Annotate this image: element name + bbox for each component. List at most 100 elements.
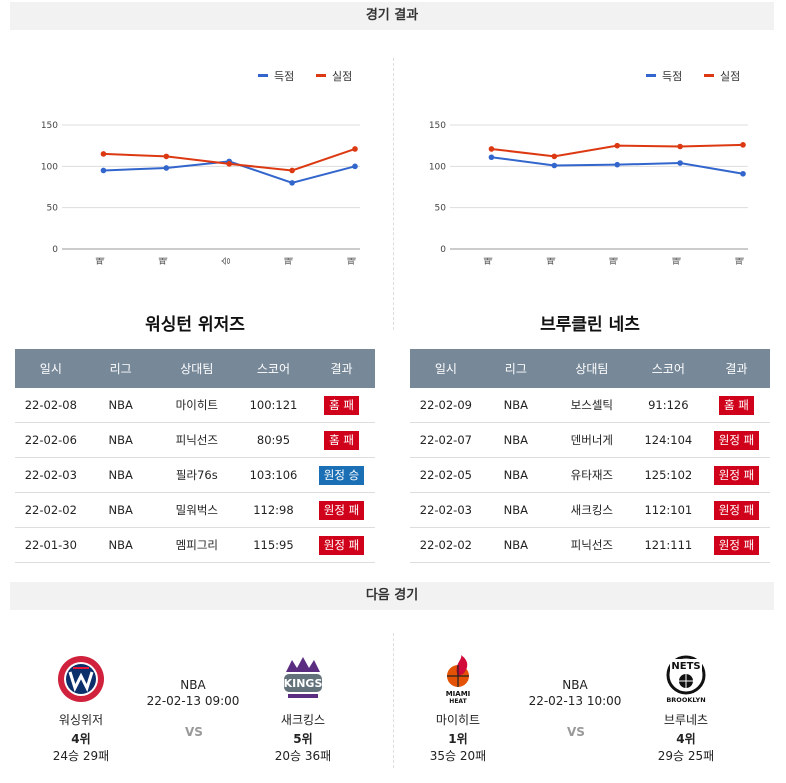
table-row[interactable]: 22-02-03 NBA 필라76s 103:106 원정 승 <box>15 457 375 493</box>
cell-opponent: 멤피그리 <box>154 527 239 563</box>
data-point <box>352 146 358 152</box>
x-tick-label: 패 <box>158 257 169 265</box>
data-point <box>226 161 233 167</box>
col-result: 결과 <box>308 349 375 388</box>
table-row[interactable]: 22-02-03 NBA 새크킹스 112:101 원정 패 <box>410 492 770 528</box>
right-team-score-chart: 득점 실점 150 100 50 0 패 패 패 패 패 <box>429 70 748 265</box>
table-row[interactable]: 22-02-05 NBA 유타재즈 125:102 원정 패 <box>410 457 770 493</box>
legend-swatch <box>316 74 326 77</box>
y-tick-label: 100 <box>429 162 446 172</box>
cell-league: NBA <box>86 388 155 423</box>
result-badge: 원정 패 <box>318 500 365 520</box>
cell-score: 112:101 <box>633 492 703 528</box>
away-team-record: 20승 36패 <box>274 749 332 763</box>
away-team-record: 29승 25패 <box>657 749 715 763</box>
data-point <box>677 160 683 166</box>
home-team-record: 24승 29패 <box>52 749 110 763</box>
table-header-row: 일시 리그 상대팀 스코어 결과 <box>15 349 375 388</box>
cell-league: NBA <box>481 422 550 458</box>
x-tick-label: 패 <box>735 257 746 265</box>
col-opponent: 상대팀 <box>154 349 239 388</box>
y-tick-label: 150 <box>41 121 58 131</box>
data-point <box>352 163 358 170</box>
table-row[interactable]: 22-02-08 NBA 마이히트 100:121 홈 패 <box>15 388 375 423</box>
cell-date: 22-02-06 <box>15 422 87 458</box>
cell-result: 홈 패 <box>308 388 375 423</box>
col-result: 결과 <box>702 349 770 388</box>
data-point <box>740 170 746 177</box>
legend-label: 득점 <box>274 70 294 83</box>
y-tick-label: 150 <box>429 121 446 131</box>
cell-score: 115:95 <box>238 527 309 563</box>
x-tick-label: 패 <box>347 257 358 265</box>
data-point <box>289 180 295 186</box>
next-game-2-away-team[interactable]: NETS BROOKLYN 브루네츠 4위 29승 25패 <box>638 654 734 764</box>
cell-opponent: 필라76s <box>154 457 239 493</box>
left-team-results-table: 일시 리그 상대팀 스코어 결과 22-02-08 NBA 마이히트 100:121 홈… <box>15 349 375 563</box>
home-team-record: 35승 20패 <box>429 749 487 763</box>
next-game-2-home-team[interactable]: MIAMI HEAT 마이히트 1위 35승 20패 <box>410 654 506 764</box>
x-tick-label: 패 <box>483 257 494 265</box>
cell-result: 원정 패 <box>702 457 770 493</box>
cell-opponent: 피닉선즈 <box>154 422 239 458</box>
cell-league: NBA <box>86 492 155 528</box>
data-point <box>614 161 621 168</box>
next-game-datetime: 22-02-13 10:00 <box>528 694 622 708</box>
result-badge: 홈 패 <box>324 395 359 415</box>
table-row[interactable]: 22-02-02 NBA 피닉선즈 121:111 원정 패 <box>410 527 770 563</box>
cell-date: 22-02-02 <box>410 527 482 563</box>
home-team-name: 마이히트 <box>435 713 481 727</box>
next-game-1-home-team[interactable]: 워싱위저 4위 24승 29패 <box>33 654 129 764</box>
x-tick-label: 패 <box>672 257 683 265</box>
y-tick-label: 50 <box>47 204 59 214</box>
x-tick-label: 패 <box>284 257 295 265</box>
table-row[interactable]: 22-02-06 NBA 피닉선즈 80:95 홈 패 <box>15 422 375 458</box>
cell-score: 121:111 <box>633 527 703 563</box>
table-row[interactable]: 22-02-09 NBA 보스셀틱 91:126 홈 패 <box>410 388 770 423</box>
svg-text:MIAMI: MIAMI <box>446 690 471 698</box>
cell-result: 홈 패 <box>702 388 770 423</box>
next-game-league: NBA <box>562 678 588 692</box>
next-games-section-header: 다음 경기 <box>10 582 774 610</box>
left-team-score-chart: 득점 실점 150 100 50 0 패 패 승 패 패 <box>41 70 360 265</box>
result-badge: 원정 패 <box>713 500 760 520</box>
table-row[interactable]: 22-02-02 NBA 밀워벅스 112:98 원정 패 <box>15 492 375 528</box>
data-point <box>100 151 107 157</box>
cell-score: 112:98 <box>238 492 309 528</box>
x-tick-label: 패 <box>546 257 557 265</box>
table-row[interactable]: 22-01-30 NBA 멤피그리 115:95 원정 패 <box>15 527 375 563</box>
table-row[interactable]: 22-02-07 NBA 덴버너게 124:104 원정 패 <box>410 422 770 458</box>
next-game-1-away-team[interactable]: KINGS 새크킹스 5위 20승 36패 <box>255 654 351 764</box>
data-point <box>488 154 495 161</box>
result-badge: 원정 패 <box>713 465 760 485</box>
col-score: 스코어 <box>633 349 703 388</box>
cell-score: 100:121 <box>238 388 309 423</box>
charts-divider <box>393 58 394 330</box>
next-game-datetime: 22-02-13 09:00 <box>146 694 240 708</box>
cell-opponent: 마이히트 <box>154 388 239 423</box>
next-games-divider <box>393 633 394 768</box>
cell-score: 103:106 <box>238 457 309 493</box>
result-badge: 원정 승 <box>318 465 365 485</box>
data-point <box>289 167 295 174</box>
cell-date: 22-02-03 <box>410 492 482 528</box>
cell-opponent: 밀워벅스 <box>154 492 239 528</box>
results-section-header: 경기 결과 <box>10 2 774 30</box>
cell-score: 125:102 <box>633 457 703 493</box>
cell-result: 원정 패 <box>702 422 770 458</box>
cell-result: 원정 패 <box>308 492 375 528</box>
legend-label: 실점 <box>720 70 740 83</box>
col-league: 리그 <box>481 349 550 388</box>
cell-date: 22-02-09 <box>410 388 482 423</box>
x-tick-label: 패 <box>609 257 620 265</box>
home-team-name: 워싱위저 <box>58 713 104 727</box>
result-badge: 홈 패 <box>324 430 359 450</box>
away-team-name: 새크킹스 <box>280 713 326 727</box>
away-team-rank: 5위 <box>293 732 313 746</box>
col-score: 스코어 <box>238 349 309 388</box>
away-team-name: 브루네츠 <box>663 713 709 727</box>
cell-league: NBA <box>481 388 550 423</box>
svg-text:HEAT: HEAT <box>449 698 467 704</box>
legend-swatch <box>646 74 656 77</box>
cell-result: 홈 패 <box>308 422 375 458</box>
